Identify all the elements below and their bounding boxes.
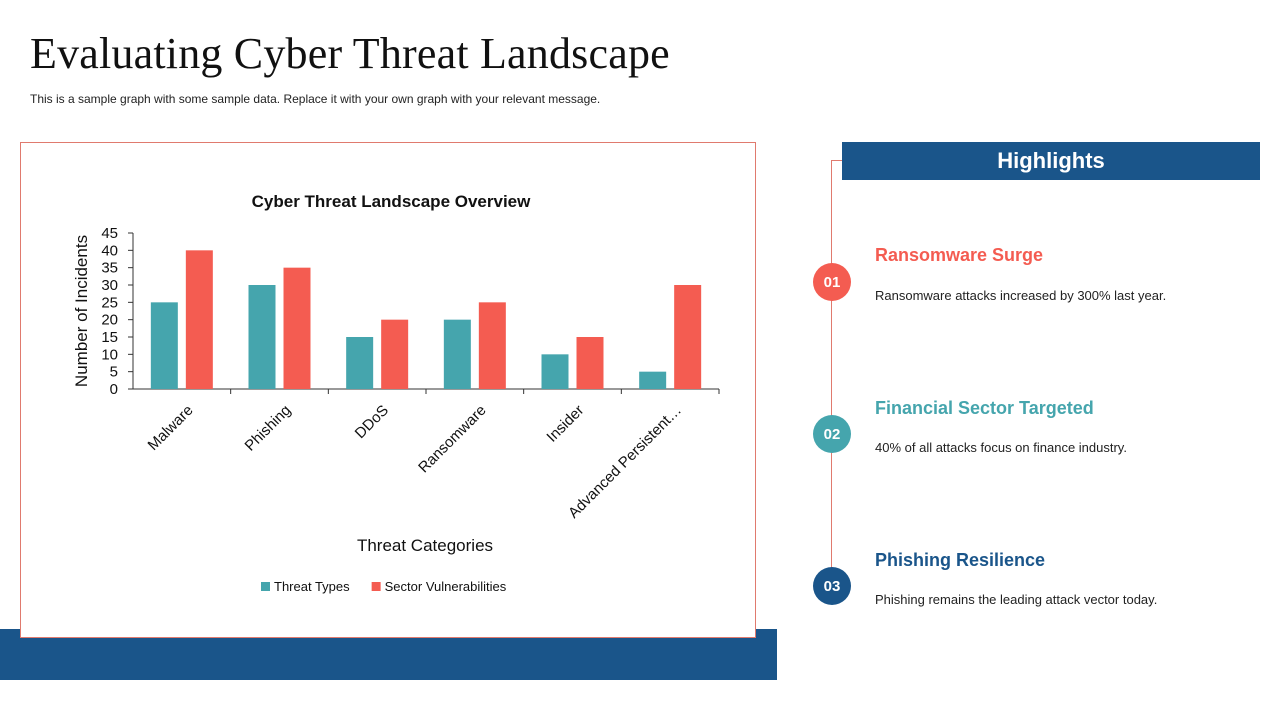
highlight-desc-3: Phishing remains the leading attack vect… xyxy=(875,592,1158,607)
highlight-title-3: Phishing Resilience xyxy=(875,550,1046,570)
legend-swatch xyxy=(371,582,381,591)
highlight-title-1: Ransomware Surge xyxy=(875,245,1044,265)
legend-swatch xyxy=(261,582,270,591)
x-tick-label: Advanced Persistent… xyxy=(565,402,685,522)
bar-threat-types xyxy=(150,302,178,389)
chart-container: Cyber Threat Landscape Overview 0 5 10 15 20 2… xyxy=(20,142,756,638)
bar-sector-vulnerabilities xyxy=(283,267,311,389)
chart-title: Cyber Threat Landscape Overview xyxy=(252,192,532,211)
highlight-number-3: 03 xyxy=(813,567,851,605)
x-tick-label: Phishing xyxy=(242,402,295,455)
y-tick-label: 10 xyxy=(101,346,118,363)
bar-threat-types xyxy=(248,285,276,389)
timeline-line xyxy=(831,160,832,600)
x-axis-label: Threat Categories xyxy=(357,536,493,555)
bar-sector-vulnerabilities xyxy=(576,337,604,389)
y-tick-label: 0 xyxy=(110,381,118,398)
y-tick-label: 5 xyxy=(110,364,118,381)
x-tick-label: Ransomware xyxy=(415,402,490,477)
bar-threat-types xyxy=(541,354,569,389)
bar-sector-vulnerabilities xyxy=(478,302,506,389)
y-tick-label: 25 xyxy=(101,294,118,311)
y-tick-label: 35 xyxy=(101,260,118,277)
highlight-number-1: 01 xyxy=(813,263,851,301)
bar-sector-vulnerabilities xyxy=(381,319,409,389)
bar-sector-vulnerabilities xyxy=(185,250,213,389)
page-subtitle: This is a sample graph with some sample … xyxy=(30,92,601,106)
highlights-header: Highlights xyxy=(842,142,1260,180)
bar-sector-vulnerabilities xyxy=(674,285,702,389)
y-tick-label: 15 xyxy=(101,329,118,346)
highlight-title-2: Financial Sector Targeted xyxy=(875,398,1094,418)
bar-chart: Cyber Threat Landscape Overview 051015202… xyxy=(72,192,720,594)
highlight-desc-1: Ransomware attacks increased by 300% las… xyxy=(875,288,1167,303)
highlight-number-2: 02 xyxy=(813,415,851,453)
x-tick-label: DDoS xyxy=(352,402,392,442)
legend-label: Threat Types xyxy=(274,579,350,594)
bar-threat-types xyxy=(443,319,471,389)
legend-label: Sector Vulnerabilities xyxy=(385,579,507,594)
x-tick-label: Malware xyxy=(145,402,197,454)
bar-threat-types xyxy=(639,371,667,389)
x-tick-label: Insider xyxy=(543,402,587,446)
bar-threat-types xyxy=(346,337,374,389)
highlight-desc-2: 40% of all attacks focus on finance indu… xyxy=(875,440,1127,455)
y-tick-label: 20 xyxy=(101,312,118,329)
y-tick-label: 30 xyxy=(101,277,118,294)
y-tick-label: 45 xyxy=(101,225,118,242)
y-axis-label: Number of Incidents xyxy=(72,235,91,387)
y-tick-label: 40 xyxy=(101,242,118,259)
page-title: Evaluating Cyber Threat Landscape xyxy=(30,29,670,78)
timeline-connector xyxy=(831,160,843,161)
